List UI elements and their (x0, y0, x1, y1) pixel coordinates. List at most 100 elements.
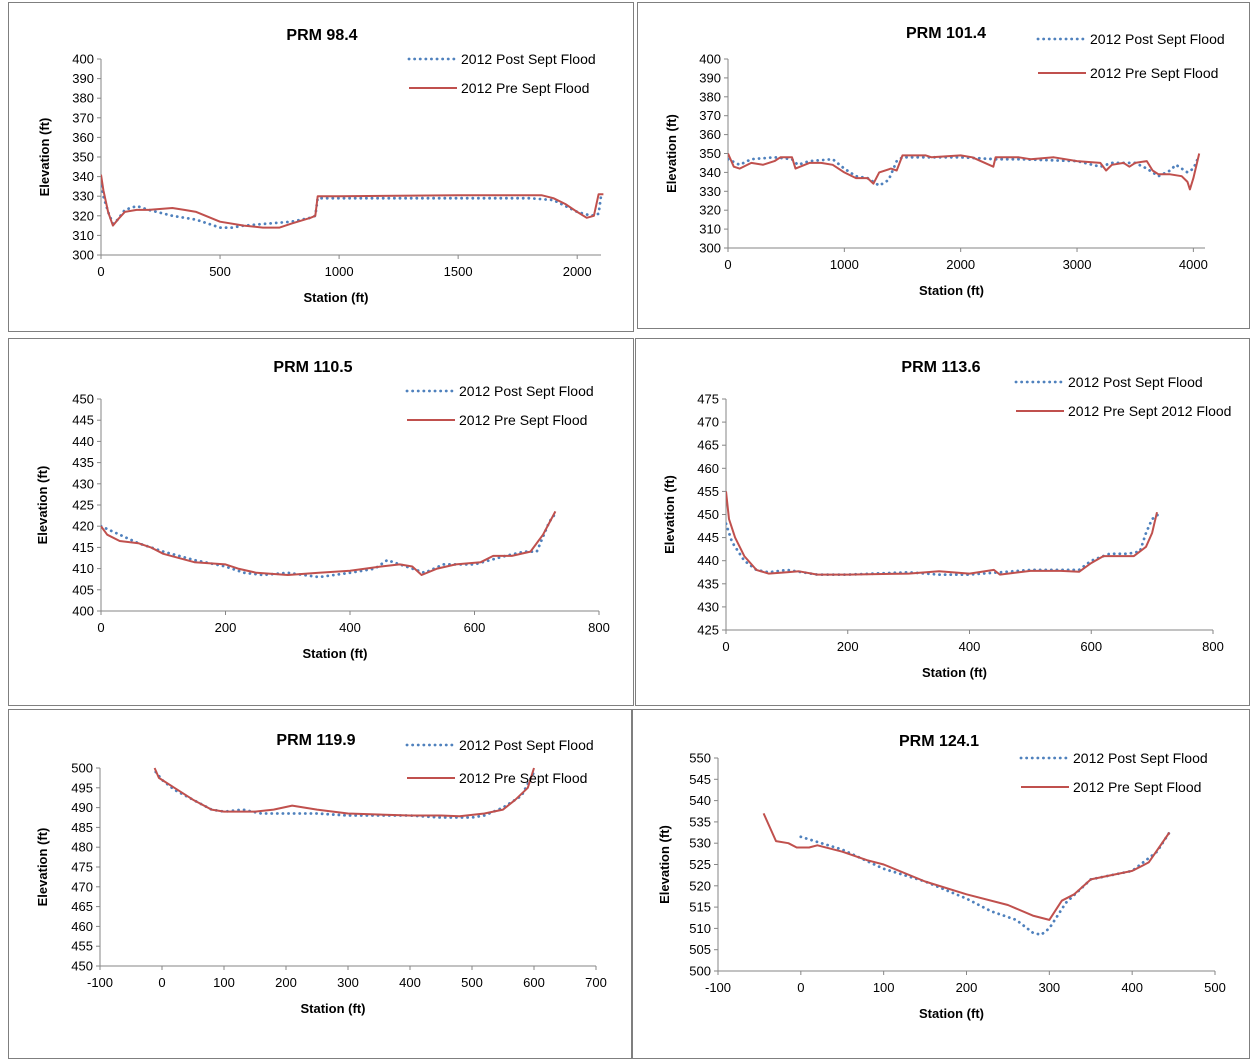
y-tick-label: 450 (72, 392, 94, 407)
chart-svg: PRM 98.4 300 310 320 330 340 350 360 370 380 390 40… (37, 27, 604, 305)
y-axis-label: Elevation (ft) (37, 118, 52, 197)
x-tick-label: 800 (1202, 639, 1224, 654)
legend-label: 2012 Pre Sept Flood (1090, 65, 1218, 81)
y-axis-label: Elevation (ft) (35, 828, 50, 907)
y-tick-label: 350 (699, 146, 721, 161)
x-tick-label: -100 (705, 980, 731, 995)
x-tick-label: 400 (959, 639, 981, 654)
chart-svg: PRM 113.6 425 430 435 440 445 450 455 460 465 470 4… (662, 359, 1231, 680)
chart-title: PRM 113.6 (901, 359, 980, 376)
y-tick-label: 330 (72, 189, 94, 204)
y-tick-label: 465 (697, 438, 719, 453)
y-tick-label: 330 (699, 184, 721, 199)
y-tick-label: 430 (697, 599, 719, 614)
x-tick-label: 0 (797, 980, 804, 995)
y-tick-label: 310 (699, 222, 721, 237)
y-tick-label: 465 (71, 899, 93, 914)
y-tick-label: 475 (71, 860, 93, 875)
x-tick-label: 0 (724, 257, 731, 272)
legend-label: 2012 Post Sept Flood (461, 51, 596, 67)
y-tick-label: 425 (697, 623, 719, 638)
y-tick-label: 490 (71, 800, 93, 815)
legend-label: 2012 Post Sept Flood (1068, 374, 1203, 390)
y-tick-label: 320 (72, 208, 94, 223)
chart-panel-prm-119-9: PRM 119.9 450 455 460 465 470 475 480 485 490 495 5… (8, 709, 632, 1059)
y-tick-label: 300 (699, 241, 721, 256)
x-tick-label: 100 (873, 980, 895, 995)
y-tick-label: 480 (71, 840, 93, 855)
x-tick-label: 500 (1204, 980, 1226, 995)
x-tick-label: 400 (1121, 980, 1143, 995)
x-axis-label: Station (ft) (304, 290, 369, 305)
chart-title: PRM 119.9 (276, 732, 355, 749)
y-tick-label: 390 (699, 70, 721, 85)
y-tick-label: 460 (71, 919, 93, 934)
legend-label: 2012 Pre Sept Flood (461, 80, 589, 96)
y-tick-label: 370 (72, 110, 94, 125)
y-tick-label: 400 (72, 604, 94, 619)
x-tick-label: 1000 (325, 264, 354, 279)
series-line-post-sept-flood (154, 770, 536, 819)
y-tick-label: 440 (697, 553, 719, 568)
chart-panel-prm-98-4: PRM 98.4 300 310 320 330 340 350 360 370 380 390 40… (8, 2, 634, 332)
x-tick-label: 0 (97, 264, 104, 279)
x-tick-label: 400 (339, 620, 361, 635)
y-tick-label: 320 (699, 203, 721, 218)
series-line-pre-sept-flood (762, 812, 1171, 921)
y-tick-label: 350 (72, 150, 94, 165)
x-tick-label: 200 (275, 975, 297, 990)
y-tick-label: 500 (689, 964, 711, 979)
x-tick-label: 600 (464, 620, 486, 635)
y-tick-label: 470 (71, 879, 93, 894)
x-tick-label: 4000 (1179, 257, 1208, 272)
y-tick-label: 455 (71, 939, 93, 954)
x-tick-label: 200 (956, 980, 978, 995)
x-tick-label: 300 (1038, 980, 1060, 995)
y-tick-label: 340 (72, 169, 94, 184)
y-tick-label: 445 (72, 413, 94, 428)
y-tick-label: 540 (689, 793, 711, 808)
y-tick-label: 435 (697, 576, 719, 591)
x-tick-label: 500 (461, 975, 483, 990)
y-tick-label: 550 (689, 751, 711, 766)
chart-title: PRM 98.4 (286, 27, 357, 44)
y-tick-label: 415 (72, 540, 94, 555)
legend-label: 2012 Pre Sept 2012 Flood (1068, 403, 1231, 419)
x-tick-label: 800 (588, 620, 610, 635)
x-axis-label: Station (ft) (919, 283, 984, 298)
y-tick-label: 495 (71, 780, 93, 795)
y-tick-label: 505 (689, 942, 711, 957)
y-axis-label: Elevation (ft) (662, 475, 677, 554)
x-tick-label: 600 (1080, 639, 1102, 654)
x-tick-label: 200 (837, 639, 859, 654)
y-tick-label: 535 (689, 814, 711, 829)
series-line-pre-sept-flood (153, 767, 535, 818)
y-tick-label: 360 (72, 130, 94, 145)
series-line-post-sept-flood (728, 154, 1201, 187)
y-tick-label: 380 (72, 91, 94, 106)
chart-svg: PRM 124.1 500 505 510 515 520 525 530 535 540 545 5… (657, 733, 1226, 1021)
series-line-post-sept-flood (726, 513, 1160, 576)
y-tick-label: 435 (72, 455, 94, 470)
x-tick-label: 3000 (1063, 257, 1092, 272)
y-tick-label: 340 (699, 165, 721, 180)
series-line-post-sept-flood (799, 831, 1171, 937)
series-line-pre-sept-flood (101, 174, 604, 229)
series-line-post-sept-flood (101, 179, 603, 229)
chart-title: PRM 124.1 (899, 733, 979, 750)
x-tick-label: 400 (399, 975, 421, 990)
y-tick-label: 440 (72, 434, 94, 449)
y-tick-label: 310 (72, 228, 94, 243)
chart-panel-prm-113-6: PRM 113.6 425 430 435 440 445 450 455 460 465 470 4… (635, 338, 1250, 706)
y-tick-label: 380 (699, 89, 721, 104)
chart-panel-prm-124-1: PRM 124.1 500 505 510 515 520 525 530 535 540 545 5… (632, 709, 1250, 1059)
y-tick-label: 485 (71, 820, 93, 835)
y-tick-label: 530 (689, 836, 711, 851)
y-tick-label: 450 (71, 959, 93, 974)
y-tick-label: 405 (72, 582, 94, 597)
y-tick-label: 460 (697, 461, 719, 476)
y-tick-label: 400 (72, 52, 94, 67)
y-tick-label: 520 (689, 878, 711, 893)
legend-label: 2012 Post Sept Flood (459, 383, 594, 399)
series-line-pre-sept-flood (101, 510, 557, 576)
